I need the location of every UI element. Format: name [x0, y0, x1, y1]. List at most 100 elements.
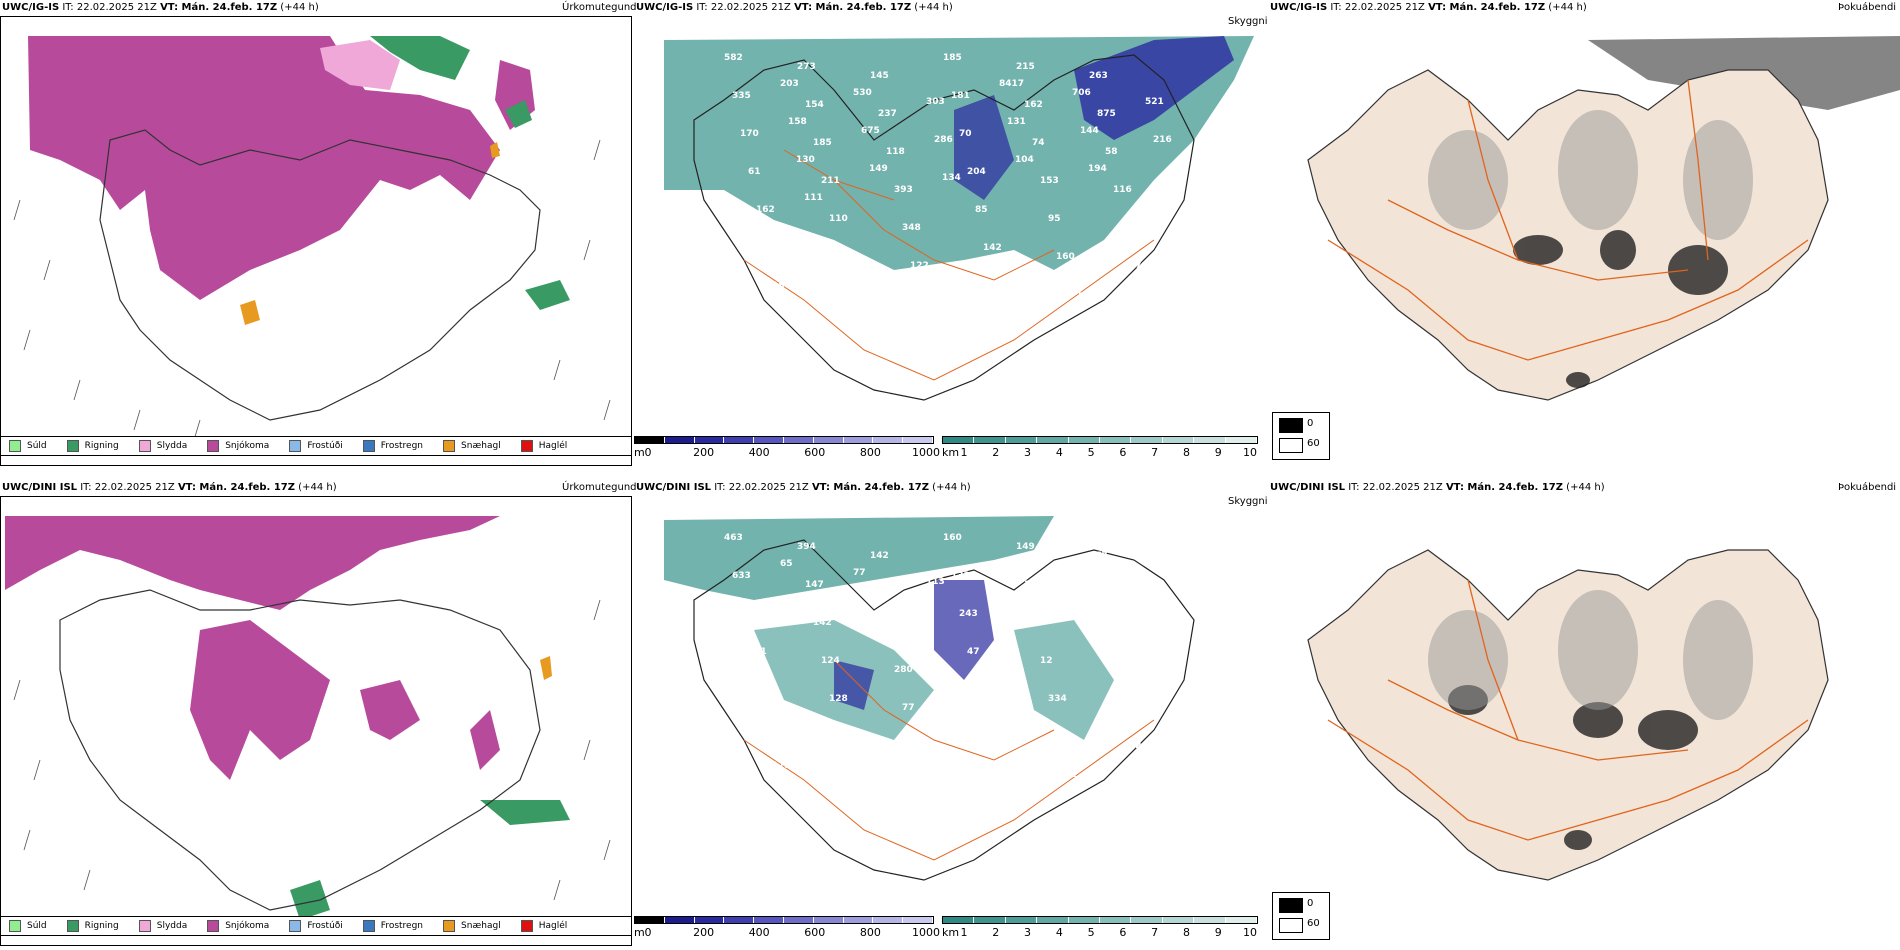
colorbar-tick: 1000: [912, 446, 940, 459]
cloud-base-label: 141: [837, 252, 856, 262]
cloud-base-label: 280: [894, 665, 913, 675]
precip-panel-1: UWC/IG-IS IT: 22.02.2025 21Z VT: Mán. 24…: [0, 0, 637, 468]
row-1: UWC/IG-IS IT: 22.02.2025 21Z VT: Mán. 24…: [0, 0, 1900, 470]
cloud-area: [954, 95, 1014, 200]
cloud-base-label: 162: [1024, 100, 1043, 110]
cloud-base-label: 335: [732, 91, 751, 101]
cloud-base-label: 194: [1088, 164, 1107, 174]
colorbar-tick: 600: [804, 926, 826, 939]
visibility-area: [664, 516, 1054, 600]
wind-barbs: [13, 599, 611, 901]
cloud-base-label: 530: [853, 88, 872, 98]
colorbar-bin: [664, 917, 695, 923]
cloud-base-label: 185: [813, 138, 832, 148]
header-1: UWC/IG-IS IT: 22.02.2025 21Z VT: Mán. 24…: [2, 2, 319, 13]
cloud-base-label: 108: [837, 732, 856, 742]
cloud-base-label: 101: [845, 770, 864, 780]
cloud-base-label: 149: [1016, 542, 1035, 552]
cloud-base-label: 178: [1129, 261, 1148, 271]
cloud-base-label: 706: [1072, 88, 1091, 98]
colorbar-bin: [1005, 917, 1038, 923]
colorbar-bin: [1100, 917, 1132, 923]
colorbar-tick: 9: [1214, 446, 1222, 459]
model-name: UWC/IG-IS: [2, 2, 60, 13]
colorbar-bin: [635, 917, 665, 923]
legend-swatch: [9, 920, 21, 932]
cloud-base-label: 203: [780, 79, 799, 89]
cloud-base-label: 348: [902, 223, 921, 233]
cloud-base-label: 109: [991, 761, 1010, 771]
cloud-base-label: 582: [724, 53, 743, 63]
legend-label: Snjókoma: [225, 921, 270, 931]
colorbar-tick: 10: [1243, 926, 1257, 939]
model-name: UWC/DINI ISL: [2, 482, 78, 493]
vis-title: Skyggni: [1228, 16, 1268, 27]
cloud-base-label: 86: [1113, 665, 1126, 675]
rain-area: [505, 100, 532, 128]
cloud-base-labels: 582 273 145 185 215 263 335 154 237 181 162 875 170 1…: [724, 53, 1172, 309]
precip-legend-item: Slydda: [138, 440, 187, 452]
cloud-base-label: 76: [1032, 618, 1045, 628]
graupel-spot: [490, 142, 500, 158]
cloud-base-label: 80: [1097, 589, 1110, 599]
legend-label: Slydda: [156, 921, 188, 931]
colorbar-strip: [634, 916, 934, 924]
cloud-base-label: 111: [748, 647, 767, 657]
init-time: IT: 22.02.2025 21Z: [80, 482, 175, 493]
cloud-base-label: 263: [1089, 71, 1108, 81]
header-fog-1: UWC/IG-IS IT: 22.02.2025 21Z VT: Mán. 24…: [1270, 2, 1587, 13]
cloud-base-label: 149: [869, 164, 888, 174]
roads: [1327, 79, 1809, 361]
cloud-base-label: 303: [926, 97, 945, 107]
colorbar-strip: [634, 436, 934, 444]
precip-legend-item: Rigning: [66, 440, 119, 452]
cloud-base-label: 130: [796, 155, 815, 165]
lead-time: (+44 h): [1566, 482, 1605, 493]
colorbar-tick: 7: [1151, 446, 1159, 459]
colorbar-bin: [783, 437, 814, 443]
cloud-base-label: 162: [756, 205, 775, 215]
cloud-base-label: 110: [829, 214, 848, 224]
rain-area: [525, 280, 570, 310]
cloud-base-label: 216: [1153, 135, 1172, 145]
cloud-base-label: 131: [1007, 117, 1026, 127]
cloud-base-label: 118: [886, 147, 905, 157]
legend-swatch: [207, 440, 220, 452]
cloud-base-label: 74: [1032, 138, 1045, 148]
cloud-base-label: 177: [1089, 551, 1108, 561]
colorbar-bin: [635, 437, 665, 443]
colorbar-tick: 400: [748, 446, 770, 459]
visibility-panel-1: UWC/IG-IS IT: 22.02.2025 21Z VT: Mán. 24…: [634, 0, 1268, 468]
fog-key-label: 60: [1307, 438, 1320, 449]
cloud-base-label: 198: [999, 559, 1018, 569]
cloud-base-label: 158: [788, 117, 807, 127]
cloud-base-label: 58: [1105, 147, 1118, 157]
valid-time: VT: Mán. 24.feb. 17Z: [177, 482, 295, 493]
lead-time: (+44 h): [298, 482, 337, 493]
valid-time: VT: Mán. 24.feb. 17Z: [794, 2, 912, 13]
cloud-base-label: 144: [1080, 126, 1099, 136]
cloud-base-label: 153: [1040, 176, 1059, 186]
cloud-base-label: 147: [805, 580, 824, 590]
legend-swatch: [138, 920, 151, 932]
legend-label: Súld: [27, 921, 47, 931]
cloud-base-label: 237: [878, 109, 897, 119]
cloud-base-label: 83: [1056, 732, 1069, 742]
colorbar-bin: [1194, 917, 1226, 923]
colorbar-bin: [1225, 437, 1258, 443]
fog-key-swatch: [1279, 418, 1303, 433]
cloud-base-label: 142: [870, 551, 889, 561]
colorbar-tick: 1: [960, 446, 968, 459]
header-vis-2: UWC/DINI ISL IT: 22.02.2025 21Z VT: Mán.…: [636, 482, 971, 493]
cloud-base-label: 133: [951, 571, 970, 581]
cloud-base-label: 627: [845, 290, 864, 300]
colorbar-tick: 10: [1243, 446, 1257, 459]
legend-swatch: [443, 440, 456, 452]
colorbar-bin: [813, 437, 844, 443]
cloud-base-label: 116: [1113, 185, 1132, 195]
lead-time: (+44 h): [914, 2, 953, 13]
cloud-base-label: 77: [902, 703, 915, 713]
colorbar-bin: [943, 437, 975, 443]
colorbar-tick: 1000: [912, 926, 940, 939]
colorbar-tick: 4: [1055, 446, 1063, 459]
